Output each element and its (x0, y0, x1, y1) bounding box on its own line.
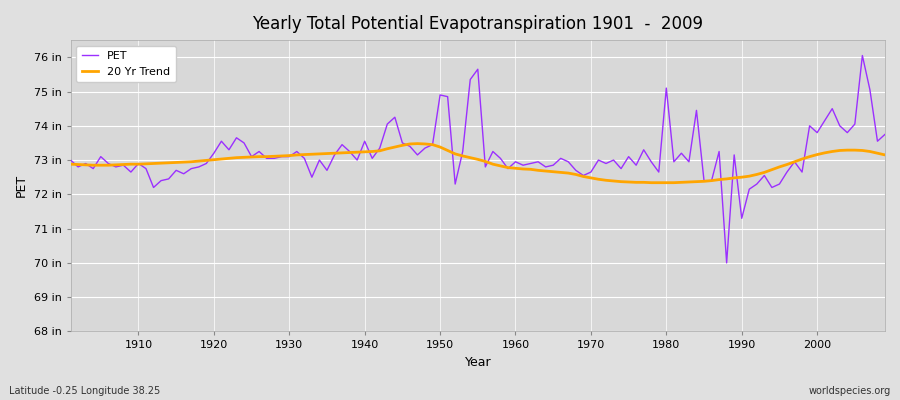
X-axis label: Year: Year (464, 356, 491, 369)
20 Yr Trend (125, 162, 136, 166)
20 Yr Trend (879, 152, 890, 157)
PET (502, 166, 513, 171)
20 Yr Trend (292, 152, 302, 157)
Line: PET: PET (70, 56, 885, 263)
Line: 20 Yr Trend: 20 Yr Trend (70, 144, 885, 183)
Text: Latitude -0.25 Longitude 38.25: Latitude -0.25 Longitude 38.25 (9, 386, 160, 396)
Title: Yearly Total Potential Evapotranspiration 1901  -  2009: Yearly Total Potential Evapotranspiratio… (252, 15, 703, 33)
PET (857, 53, 868, 58)
Y-axis label: PET: PET (15, 174, 28, 197)
20 Yr Trend (412, 141, 423, 146)
PET (510, 159, 521, 164)
20 Yr Trend (608, 178, 619, 183)
PET (879, 132, 890, 137)
PET (292, 149, 302, 154)
20 Yr Trend (510, 166, 521, 171)
Legend: PET, 20 Yr Trend: PET, 20 Yr Trend (76, 46, 176, 82)
PET (600, 161, 611, 166)
PET (65, 158, 76, 162)
20 Yr Trend (65, 162, 76, 166)
PET (125, 170, 136, 174)
20 Yr Trend (337, 150, 347, 155)
PET (721, 260, 732, 265)
Text: worldspecies.org: worldspecies.org (809, 386, 891, 396)
20 Yr Trend (646, 180, 657, 185)
PET (337, 142, 347, 147)
20 Yr Trend (518, 166, 528, 171)
